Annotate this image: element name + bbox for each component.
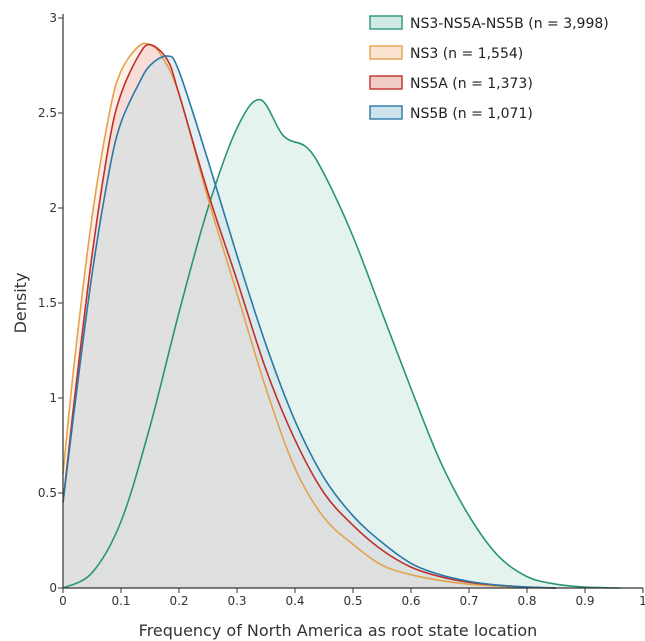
density-line-0 [62,98,620,589]
x-axis-title: Frequency of North America as root state… [139,621,538,640]
y-axis-title: Density [11,273,30,334]
y-tick-label: 0 [49,581,57,595]
legend-label-0: NS3-NS5A-NS5B (n = 3,998) [410,16,609,32]
density-line-1 [62,42,557,589]
y-tick-label: 1 [49,391,57,405]
x-tick-label: 1 [639,594,645,608]
y-tick-label: 1.5 [38,296,57,310]
x-tick-label: 0.4 [285,594,304,608]
density-line-3 [62,55,557,589]
x-tick-label: 0.2 [169,594,188,608]
density-line-2 [62,43,557,589]
x-tick-label: 0.1 [111,594,130,608]
legend-swatch-2 [369,75,403,90]
legend: NS3-NS5A-NS5B (n = 3,998) NS3 (n = 1,554)… [369,15,609,122]
x-tick-label: 0.9 [575,594,594,608]
y-tick-label: 2.5 [38,106,57,120]
legend-label-3: NS5B (n = 1,071) [410,106,533,122]
x-tick-label: 0.7 [459,594,478,608]
axes [58,14,644,593]
density-areas [62,42,620,589]
x-tick-label: 0.6 [401,594,420,608]
legend-swatch-1 [369,45,403,60]
y-tick-label: 0.5 [38,486,57,500]
legend-label-1: NS3 (n = 1,554) [410,46,523,62]
legend-label-2: NS5A (n = 1,373) [410,76,533,92]
x-tick-label: 0.5 [343,594,362,608]
x-tick-label: 0.8 [517,594,536,608]
y-tick-label: 2 [49,201,57,215]
legend-swatch-3 [369,105,403,120]
legend-swatch-0 [369,15,403,30]
tick-labels: 0 0.1 0.2 0.3 0.4 0.5 0.6 0.7 0.8 0.9 1 0 0.5 1 1.5 2 2.… [38,11,645,608]
x-tick-label: 0 [59,594,67,608]
density-fill-3 [63,55,556,589]
x-tick-label: 0.3 [227,594,246,608]
y-tick-label: 3 [49,11,57,25]
